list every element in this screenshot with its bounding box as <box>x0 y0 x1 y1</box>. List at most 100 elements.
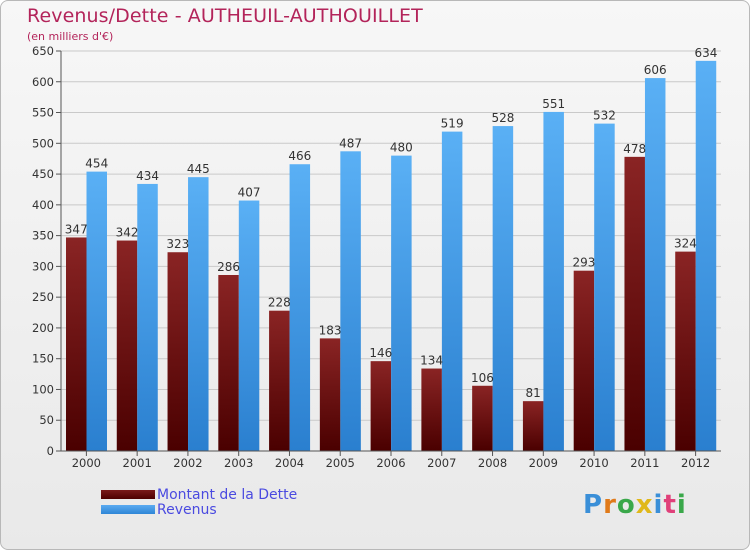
data-label-revenue: 519 <box>441 117 464 131</box>
data-label-revenue: 480 <box>390 141 413 155</box>
y-tick-label: 650 <box>32 44 54 58</box>
data-label-debt: 183 <box>319 323 342 337</box>
bar-debt <box>624 156 645 451</box>
data-label-revenue: 528 <box>491 111 514 125</box>
data-label-debt: 286 <box>217 260 240 274</box>
logo-letter: P <box>583 490 604 520</box>
axes: 0 50 100 150 200 250 300 350 400 450 500 550 600 650 2… <box>32 44 721 470</box>
y-tick-label: 300 <box>32 259 54 273</box>
x-tick-label: 2000 <box>72 456 101 470</box>
bar-revenue <box>543 111 564 451</box>
data-label-revenue: 606 <box>644 63 667 77</box>
data-label-revenue: 454 <box>85 157 108 171</box>
data-label-debt: 323 <box>166 237 189 251</box>
bar-debt <box>167 252 189 451</box>
data-label-debt: 81 <box>526 386 541 400</box>
chart-subtitle: (en milliers d'€) <box>27 30 114 43</box>
bar-revenue <box>86 171 107 451</box>
logo-letter: r <box>603 490 617 520</box>
bar-debt <box>472 385 493 451</box>
logo-letter: x <box>635 490 654 520</box>
bar-debt <box>370 361 392 451</box>
bar-debt <box>66 237 87 451</box>
y-tick-label: 400 <box>32 198 54 212</box>
bar-debt <box>269 310 290 451</box>
y-tick-label: 0 <box>47 444 54 458</box>
data-label-debt: 106 <box>471 371 494 385</box>
data-label-revenue: 466 <box>288 149 311 163</box>
data-label-revenue: 487 <box>339 136 362 150</box>
x-tick-label: 2006 <box>376 456 405 470</box>
bar-revenue <box>391 155 412 451</box>
x-tick-label: 2008 <box>478 456 507 470</box>
bar-revenue <box>441 131 463 451</box>
x-tick-label: 2007 <box>427 456 456 470</box>
bar-revenue <box>188 177 209 451</box>
x-tick-label: 2001 <box>123 456 152 470</box>
data-label-revenue: 407 <box>238 186 261 200</box>
data-label-debt: 347 <box>65 222 88 236</box>
y-tick-label: 250 <box>32 290 54 304</box>
y-tick-label: 450 <box>32 167 54 181</box>
y-tick-label: 100 <box>32 382 54 396</box>
bar-debt <box>573 270 595 451</box>
data-label-revenue: 551 <box>542 97 565 111</box>
y-tick-label: 150 <box>32 352 54 366</box>
bar-revenue <box>492 126 514 452</box>
x-tick-label: 2011 <box>630 456 659 470</box>
bar-debt <box>522 401 544 451</box>
y-tick-label: 50 <box>39 413 54 427</box>
data-label-debt: 478 <box>623 142 646 156</box>
bar-revenue <box>644 78 666 452</box>
proxiti-logo: Proxiti <box>583 490 687 520</box>
data-label-revenue: 445 <box>187 162 210 176</box>
y-tick-label: 350 <box>32 229 54 243</box>
bar-debt <box>218 275 239 451</box>
legend-item-debt: Montant de la Dette <box>101 486 298 503</box>
data-label-debt: 134 <box>420 354 443 368</box>
data-label-debt: 146 <box>369 346 392 360</box>
y-tick-label: 200 <box>32 321 54 335</box>
y-tick-label: 550 <box>32 106 54 120</box>
legend-item-revenue: Revenus <box>101 501 297 518</box>
data-label-revenue: 532 <box>593 109 616 123</box>
y-tick-label: 600 <box>32 75 54 89</box>
data-label-debt: 228 <box>268 296 291 310</box>
bar-revenue <box>289 164 311 451</box>
x-tick-label: 2002 <box>173 456 202 470</box>
logo-letter: t <box>663 490 677 520</box>
data-label-debt: 293 <box>572 256 595 270</box>
legend-label-revenue: Revenus <box>157 501 217 518</box>
bars <box>66 60 717 452</box>
chart-title: Revenus/Dette - AUTHEUIL-AUTHOUILLET <box>27 5 423 27</box>
data-label-debt: 342 <box>116 226 139 240</box>
logo-letter: i <box>653 490 664 520</box>
bar-debt <box>319 338 341 451</box>
bar-revenue <box>594 123 615 451</box>
legend: Montant de la Dette Revenus <box>101 486 298 518</box>
x-tick-label: 2009 <box>529 456 558 470</box>
x-tick-label: 2005 <box>326 456 355 470</box>
data-label-revenue: 434 <box>136 169 159 183</box>
bar-revenue <box>340 151 361 452</box>
y-tick-label: 500 <box>32 136 54 150</box>
data-labels: 347 454 342 434 323 445 286 407 228 466 183 487 146 4… <box>65 46 718 400</box>
bar-debt <box>675 251 696 451</box>
legend-swatch-debt <box>101 490 155 499</box>
x-tick-label: 2004 <box>275 456 304 470</box>
bar-debt <box>116 240 138 451</box>
bar-revenue <box>695 60 717 451</box>
legend-label-debt: Montant de la Dette <box>157 486 298 503</box>
bar-revenue <box>137 183 158 451</box>
logo-letter: o <box>616 490 636 520</box>
data-label-debt: 324 <box>674 237 697 251</box>
x-tick-label: 2010 <box>579 456 608 470</box>
bar-debt <box>421 368 442 451</box>
legend-swatch-revenue <box>101 505 155 514</box>
bar-revenue <box>238 200 260 451</box>
logo-letter: i <box>676 490 687 520</box>
x-tick-label: 2012 <box>681 456 710 470</box>
data-label-revenue: 634 <box>695 46 718 60</box>
